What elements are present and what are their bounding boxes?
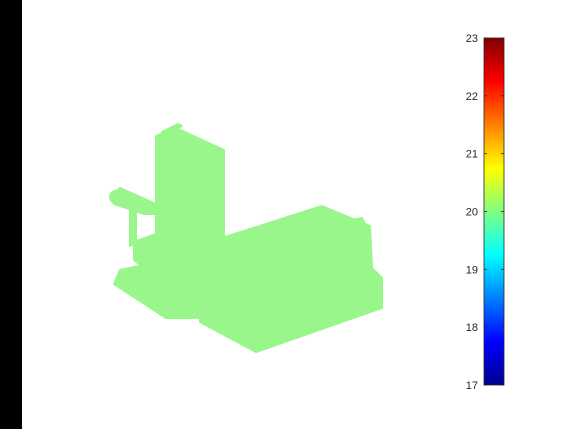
figure-canvas: 17 18 19 20 21 22 23 (22, 0, 570, 429)
voxel-object (109, 123, 383, 353)
colorbar-tick-label: 18 (466, 322, 478, 334)
object-right-bumps (351, 217, 371, 253)
colorbar: 17 18 19 20 21 22 23 (466, 33, 505, 392)
colorbar-tick-label: 23 (466, 33, 478, 45)
object-arm-knob (109, 190, 123, 204)
colorbar-tick-label: 20 (466, 207, 478, 219)
object-tower-rim (161, 123, 183, 135)
colorbar-tick-group: 17 18 19 20 21 22 23 (466, 33, 504, 392)
colorbar-tick-label: 21 (466, 149, 478, 161)
chart-svg: 17 18 19 20 21 22 23 (109, 33, 505, 392)
object-left-stub (129, 205, 137, 247)
colorbar-tick-label: 17 (466, 380, 478, 392)
colorbar-tick-label: 22 (466, 91, 478, 103)
colorbar-tick-label: 19 (466, 264, 478, 276)
